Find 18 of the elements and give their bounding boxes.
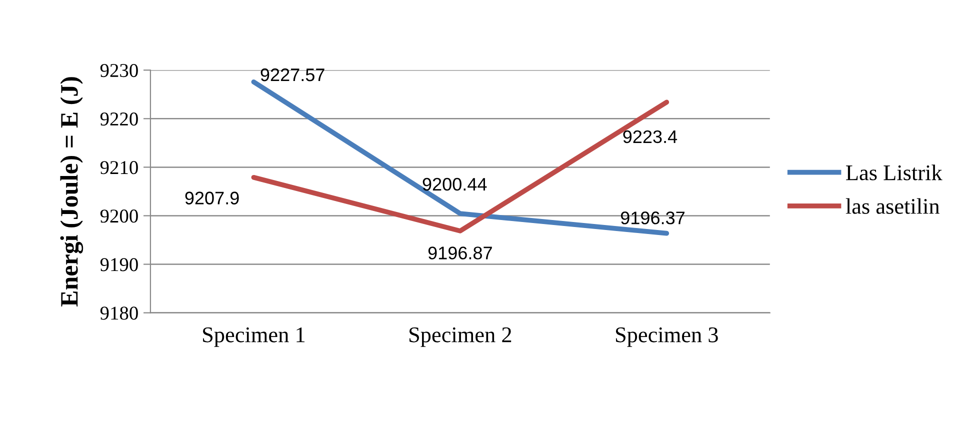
y-tick-label: 9230 [100, 64, 138, 78]
data-label: 9196.87 [428, 246, 492, 260]
data-label: 9196.37 [620, 212, 684, 224]
y-tick-label: 9220 [100, 112, 138, 126]
data-label: 9207.9 [185, 192, 239, 204]
x-tick-label: Specimen 2 [410, 327, 512, 347]
y-tick-label: 9200 [100, 210, 138, 223]
x-tick-label: Specimen 3 [616, 327, 718, 347]
y-tick-label: 9180 [100, 306, 138, 320]
data-label: 9227.57 [260, 68, 324, 82]
x-tick-label: Specimen 1 [203, 327, 305, 347]
y-tick-label: 9190 [100, 258, 138, 272]
y-axis-title: Energi (Joule) = E (J) [60, 77, 84, 306]
y-tick-label: 9210 [100, 161, 138, 174]
data-label: 9200.44 [422, 178, 487, 191]
data-label: 9223.4 [623, 130, 678, 144]
legend-label: las asetilin [846, 198, 940, 214]
legend-label: Las Listrik [846, 164, 942, 180]
